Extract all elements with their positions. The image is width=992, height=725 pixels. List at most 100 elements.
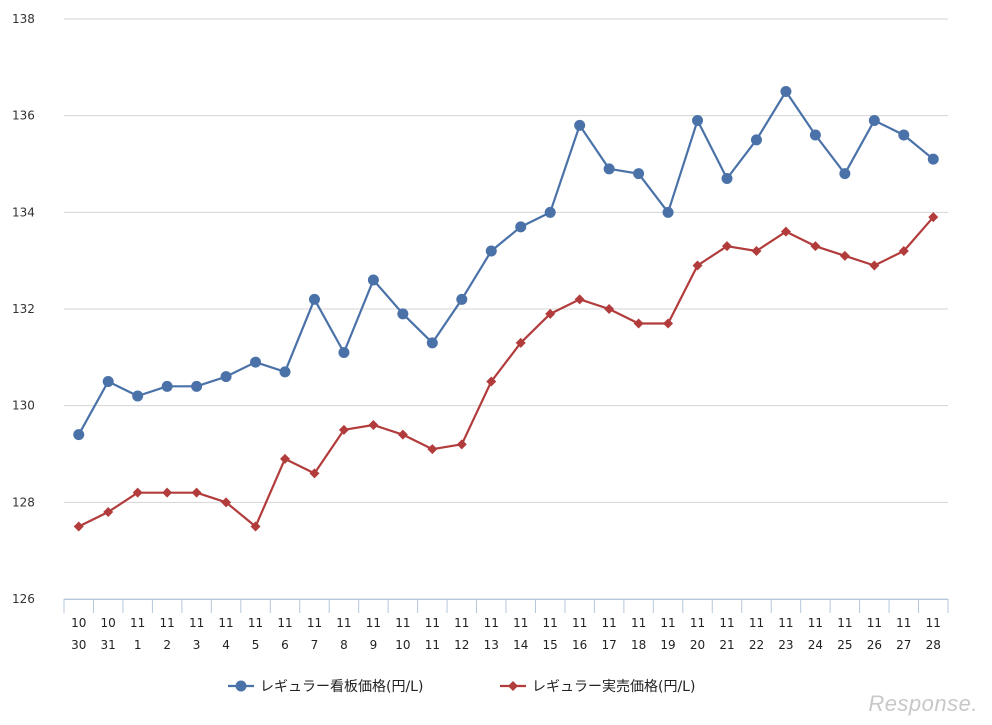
data-point-1 xyxy=(868,115,880,126)
data-point-2 xyxy=(73,521,84,532)
data-point-2 xyxy=(692,260,703,271)
data-point-1 xyxy=(485,245,497,257)
data-point-2 xyxy=(663,318,674,329)
x-tick-label-month: 11 xyxy=(130,616,145,630)
data-point-1 xyxy=(367,274,379,286)
x-tick-label-day: 7 xyxy=(311,638,319,652)
x-tick-label-day: 8 xyxy=(340,638,348,652)
data-point-2 xyxy=(338,424,349,435)
data-point-1 xyxy=(633,168,645,180)
data-point-2 xyxy=(780,226,791,237)
data-point-1 xyxy=(338,347,350,358)
legend-label-1: レギュラー看板価格(円/L) xyxy=(260,679,423,695)
x-tick-label-month: 11 xyxy=(837,616,852,630)
data-point-1 xyxy=(308,293,320,305)
y-tick-label: 128 xyxy=(12,495,35,509)
series-line-2 xyxy=(78,216,935,528)
series-line-1 xyxy=(77,90,934,436)
data-point-2 xyxy=(221,497,232,508)
data-point-2 xyxy=(604,304,615,314)
data-point-2 xyxy=(250,521,261,532)
x-tick-label-day: 11 xyxy=(425,638,440,652)
x-tick-label-day: 6 xyxy=(281,638,289,652)
legend-marker-2 xyxy=(508,681,518,691)
data-point-2 xyxy=(839,250,850,261)
data-point-2 xyxy=(898,246,909,256)
data-point-1 xyxy=(927,153,939,165)
data-point-1 xyxy=(191,380,203,392)
data-point-2 xyxy=(515,337,526,348)
x-tick-label-month: 11 xyxy=(601,616,616,630)
y-tick-label: 138 xyxy=(12,12,35,26)
x-tick-label-month: 11 xyxy=(513,616,528,630)
data-point-2 xyxy=(486,376,497,387)
x-tick-label-month: 10 xyxy=(71,616,86,630)
x-tick-label-month: 11 xyxy=(425,616,440,630)
data-point-2 xyxy=(545,308,556,319)
x-tick-label-month: 11 xyxy=(336,616,351,630)
data-point-1 xyxy=(161,380,173,392)
legend-label-2: レギュラー実売価格(円/L) xyxy=(532,679,695,695)
data-point-2 xyxy=(368,420,379,430)
data-point-1 xyxy=(456,293,468,305)
x-tick-label-day: 26 xyxy=(867,638,882,652)
x-tick-label-day: 17 xyxy=(601,638,616,652)
data-point-1 xyxy=(780,86,792,97)
x-tick-label-month: 11 xyxy=(631,616,646,630)
x-tick-label-month: 11 xyxy=(778,616,793,630)
x-tick-label-day: 24 xyxy=(808,638,823,652)
data-point-1 xyxy=(574,119,586,131)
x-tick-label-day: 14 xyxy=(513,638,528,652)
y-tick-label: 136 xyxy=(12,109,35,123)
x-tick-label-day: 2 xyxy=(163,638,171,652)
data-point-2 xyxy=(103,507,114,517)
x-tick-label-month: 11 xyxy=(454,616,469,630)
x-tick-label-day: 20 xyxy=(690,638,705,652)
x-tick-label-day: 10 xyxy=(395,638,410,652)
x-tick-label-month: 11 xyxy=(159,616,174,630)
legend: レギュラー看板価格(円/L) レギュラー実売価格(円/L) xyxy=(228,679,695,695)
x-tick-label-day: 3 xyxy=(193,638,201,652)
x-tick-label-month: 11 xyxy=(543,616,558,630)
x-tick-label-day: 22 xyxy=(749,638,764,652)
data-point-2 xyxy=(309,468,320,479)
x-tick-label-day: 30 xyxy=(71,638,86,652)
x-tick-label-day: 9 xyxy=(370,638,378,652)
data-point-1 xyxy=(544,206,556,218)
y-tick-label: 132 xyxy=(12,302,35,316)
x-tick-label-day: 15 xyxy=(543,638,558,652)
x-tick-label-month: 11 xyxy=(926,616,941,630)
series-group xyxy=(73,86,939,532)
data-point-1 xyxy=(102,376,114,387)
x-tick-label-day: 21 xyxy=(719,638,734,652)
x-tick-label-day: 4 xyxy=(222,638,230,652)
x-tick-label-month: 10 xyxy=(101,616,116,630)
data-point-2 xyxy=(162,487,173,498)
legend-marker-1 xyxy=(235,680,247,692)
data-point-2 xyxy=(928,212,939,223)
x-tick-label-month: 11 xyxy=(307,616,322,630)
x-axis: 1030103111111211311411511611711811911101… xyxy=(63,599,949,652)
x-tick-label-day: 31 xyxy=(101,638,116,652)
data-point-2 xyxy=(280,453,290,464)
y-tick-label: 126 xyxy=(12,592,35,606)
x-tick-label-day: 27 xyxy=(896,638,911,652)
x-tick-label-day: 23 xyxy=(778,638,793,652)
data-point-1 xyxy=(898,129,910,141)
data-point-1 xyxy=(662,206,674,218)
x-tick-label-day: 28 xyxy=(926,638,941,652)
data-point-2 xyxy=(810,241,821,252)
y-axis: 126 128 130 132 134 136 138 xyxy=(12,12,35,606)
data-point-1 xyxy=(839,168,851,180)
x-tick-label-day: 1 xyxy=(134,638,142,652)
data-point-1 xyxy=(809,129,821,141)
data-point-1 xyxy=(220,371,232,383)
data-point-1 xyxy=(73,429,85,441)
x-tick-label-day: 12 xyxy=(454,638,469,652)
data-point-2 xyxy=(427,444,438,455)
data-point-1 xyxy=(692,115,704,126)
x-tick-label-day: 16 xyxy=(572,638,587,652)
data-point-2 xyxy=(132,487,143,498)
data-point-2 xyxy=(722,241,732,252)
data-point-2 xyxy=(191,487,202,498)
